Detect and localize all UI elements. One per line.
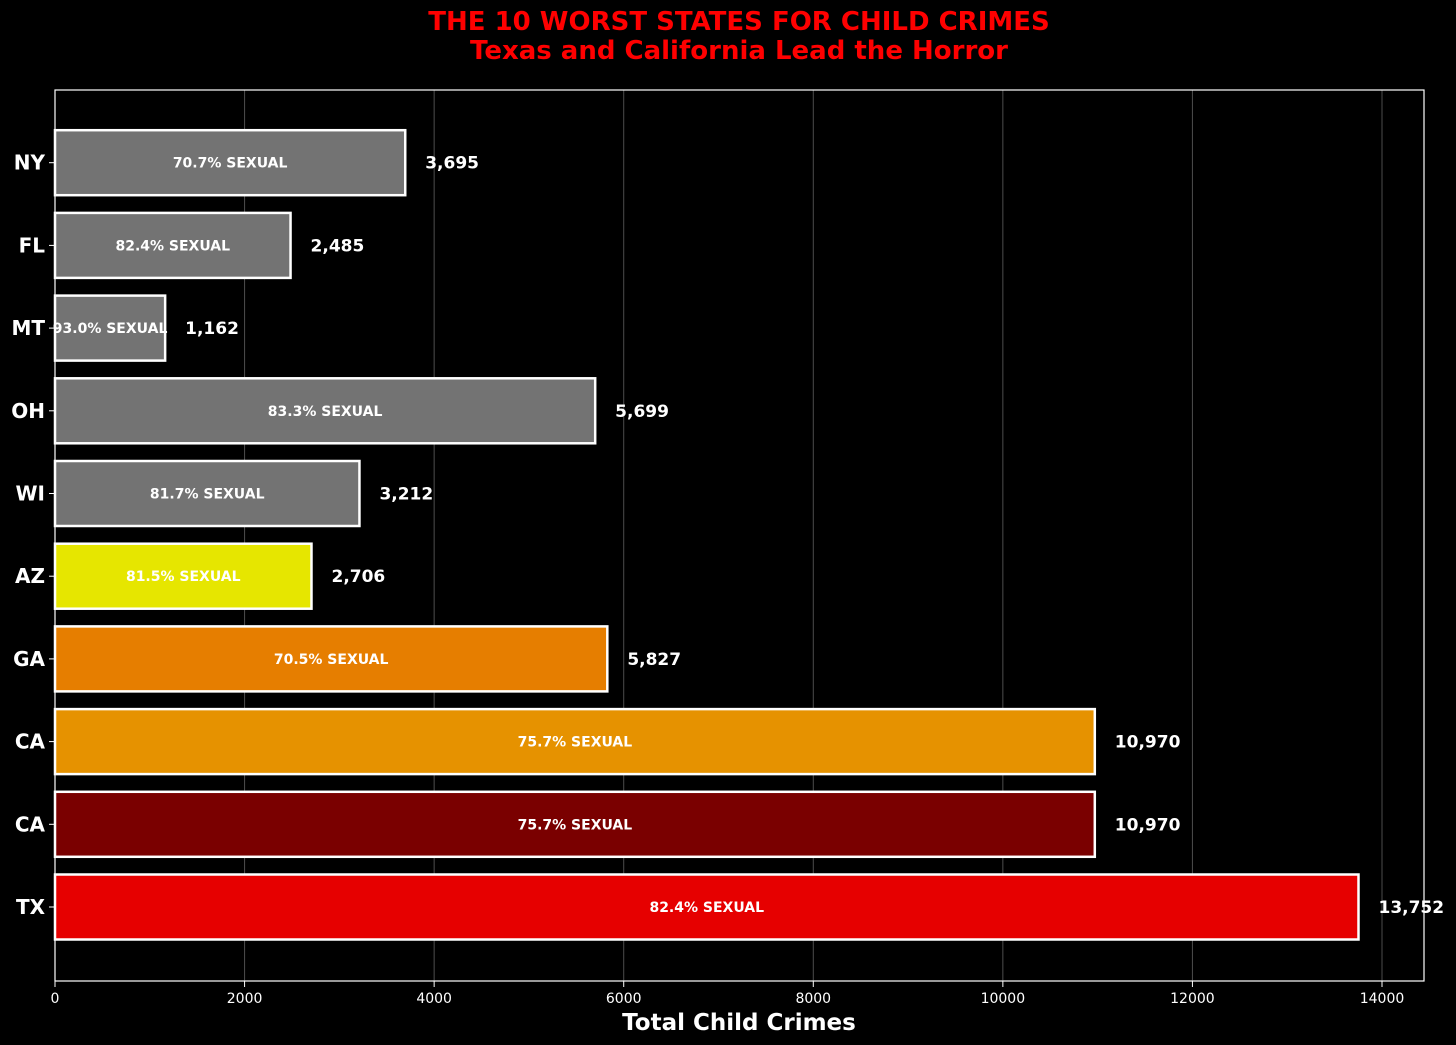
bar-inner-label: 81.5% SEXUAL bbox=[126, 569, 241, 585]
y-tick-label: NY bbox=[14, 151, 46, 175]
x-tick-label: 6000 bbox=[606, 991, 642, 1007]
axes: 0 2000 4000 6000 8000 10000 12000 14000 TX CA CA GA… bbox=[11, 151, 1404, 1007]
bar-inner-label: 75.7% SEXUAL bbox=[518, 735, 633, 751]
bar-inner-label: 70.5% SEXUAL bbox=[274, 652, 389, 668]
y-tick-label: OH bbox=[11, 399, 45, 423]
x-tick-label: 2000 bbox=[227, 991, 263, 1007]
bar-value-label: 3,212 bbox=[379, 485, 433, 505]
bar-ca bbox=[53, 790, 1097, 859]
bar-inner-label: 70.7% SEXUAL bbox=[173, 156, 288, 172]
bar-ga bbox=[53, 625, 609, 693]
x-tick-label: 0 bbox=[51, 991, 60, 1007]
y-tick-label: MT bbox=[11, 316, 45, 340]
bar-az bbox=[53, 542, 313, 610]
bar-oh bbox=[53, 377, 597, 445]
bar-ca bbox=[53, 707, 1097, 776]
y-tick-label: GA bbox=[13, 647, 45, 671]
bar-value-label: 2,706 bbox=[331, 567, 385, 587]
y-tick-label: FL bbox=[19, 233, 46, 257]
bar-ny bbox=[53, 128, 407, 197]
chart-title: THE 10 WORST STATES FOR CHILD CRIMES bbox=[428, 7, 1049, 37]
y-tick-label: CA bbox=[15, 730, 46, 754]
bar-value-label: 10,970 bbox=[1115, 815, 1181, 835]
bar-value-label: 3,695 bbox=[425, 154, 479, 174]
bar-value-label: 1,162 bbox=[185, 319, 239, 339]
bar-value-label: 5,699 bbox=[615, 402, 669, 422]
y-tick-label: CA bbox=[15, 812, 46, 836]
y-tick-label: AZ bbox=[15, 564, 45, 588]
x-tick-label: 14000 bbox=[1360, 991, 1405, 1007]
bar-value-label: 2,485 bbox=[311, 236, 365, 256]
bar-inner-label: 81.7% SEXUAL bbox=[150, 487, 265, 503]
bars: 82.4% SEXUAL 13,752 75.7% SEXUAL 10,970 75.7… bbox=[53, 128, 1444, 941]
bar-tx bbox=[53, 873, 1360, 941]
bar-value-label: 10,970 bbox=[1115, 733, 1181, 753]
bar-inner-label: 93.0% SEXUAL bbox=[53, 321, 168, 337]
x-tick-label: 8000 bbox=[795, 991, 831, 1007]
x-tick-label: 10000 bbox=[981, 991, 1026, 1007]
bar-inner-label: 83.3% SEXUAL bbox=[268, 404, 383, 420]
x-tick-label: 12000 bbox=[1170, 991, 1215, 1007]
bar-inner-label: 82.4% SEXUAL bbox=[649, 900, 764, 916]
bar-inner-label: 75.7% SEXUAL bbox=[518, 817, 633, 833]
bar-inner-label: 82.4% SEXUAL bbox=[115, 238, 230, 254]
plot-frame bbox=[54, 89, 1425, 982]
y-tick-label: WI bbox=[15, 482, 45, 506]
bar-wi bbox=[53, 459, 361, 528]
bar-mt bbox=[53, 294, 167, 362]
bar-value-label: 13,752 bbox=[1378, 898, 1444, 918]
x-axis-label: Total Child Crimes bbox=[622, 1010, 856, 1036]
chart-subtitle: Texas and California Lead the Horror bbox=[470, 36, 1008, 66]
y-tick-label: TX bbox=[16, 895, 46, 919]
bar-value-label: 5,827 bbox=[627, 650, 681, 670]
x-tick-label: 4000 bbox=[416, 991, 452, 1007]
